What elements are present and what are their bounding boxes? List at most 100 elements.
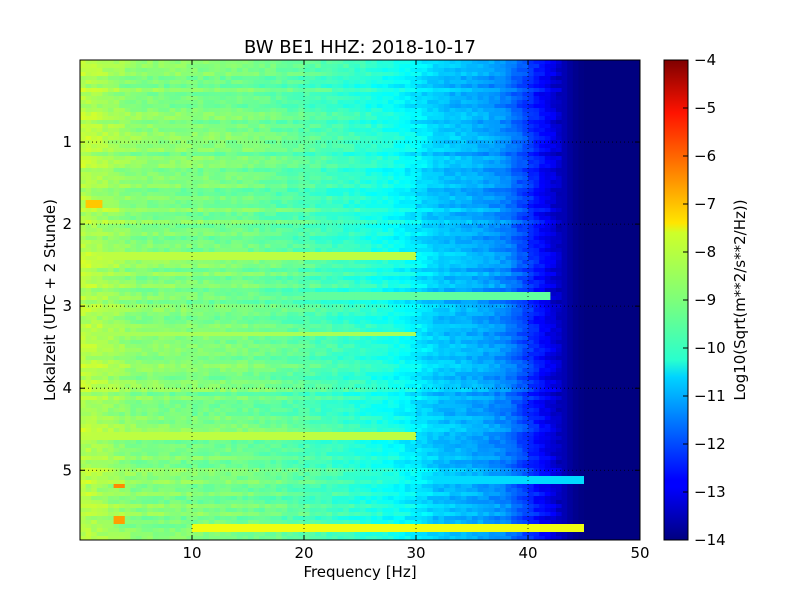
heatmap-cell bbox=[152, 200, 159, 205]
heatmap-cell bbox=[141, 216, 148, 221]
heatmap-cell bbox=[180, 152, 187, 157]
heatmap-cell bbox=[85, 180, 92, 185]
heatmap-cell bbox=[332, 156, 339, 161]
heatmap-cell bbox=[186, 68, 193, 73]
heatmap-cell bbox=[427, 144, 434, 149]
heatmap-cell bbox=[287, 152, 294, 157]
heatmap-cell bbox=[539, 92, 546, 97]
heatmap-cell bbox=[494, 180, 501, 185]
heatmap-cell bbox=[410, 116, 417, 121]
heatmap-cell bbox=[399, 208, 406, 213]
heatmap-cell bbox=[130, 164, 137, 169]
heatmap-cell bbox=[80, 104, 87, 109]
heatmap-cell bbox=[595, 92, 602, 97]
heatmap-cell bbox=[91, 92, 98, 97]
heatmap-cell bbox=[556, 108, 563, 113]
heatmap-cell bbox=[298, 244, 305, 249]
heatmap-cell bbox=[96, 212, 103, 217]
heatmap-cell bbox=[164, 188, 171, 193]
heatmap-cell bbox=[634, 72, 640, 77]
heatmap-cell bbox=[326, 200, 333, 205]
heatmap-cell bbox=[141, 168, 148, 173]
heatmap-cell bbox=[315, 148, 322, 153]
heatmap-cell bbox=[432, 220, 439, 225]
heatmap-cell bbox=[354, 64, 361, 69]
heatmap-cell bbox=[572, 160, 579, 165]
heatmap-cell bbox=[589, 176, 596, 181]
heatmap-cell bbox=[572, 220, 579, 225]
heatmap-cell bbox=[500, 144, 507, 149]
heatmap-cell bbox=[365, 176, 372, 181]
heatmap-cell bbox=[399, 112, 406, 117]
heatmap-cell bbox=[354, 256, 361, 261]
heatmap-cell bbox=[231, 64, 238, 69]
heatmap-cell bbox=[281, 160, 288, 165]
heatmap-cell bbox=[220, 256, 227, 261]
heatmap-cell bbox=[259, 196, 266, 201]
heatmap-cell bbox=[360, 176, 367, 181]
heatmap-cell bbox=[416, 76, 423, 81]
heatmap-cell bbox=[382, 104, 389, 109]
heatmap-cell bbox=[242, 208, 249, 213]
heatmap-cell bbox=[556, 80, 563, 85]
heatmap-cell bbox=[326, 152, 333, 157]
heatmap-cell bbox=[528, 240, 535, 245]
heatmap-cell bbox=[371, 64, 378, 69]
heatmap-cell bbox=[214, 80, 221, 85]
heatmap-cell bbox=[561, 212, 568, 217]
heatmap-cell bbox=[561, 108, 568, 113]
heatmap-cell bbox=[444, 76, 451, 81]
heatmap-cell bbox=[169, 108, 176, 113]
heatmap-cell bbox=[96, 228, 103, 233]
heatmap-cell bbox=[494, 172, 501, 177]
heatmap-cell bbox=[427, 168, 434, 173]
heatmap-cell bbox=[113, 256, 120, 261]
heatmap-cell bbox=[108, 132, 115, 137]
heatmap-cell bbox=[354, 240, 361, 245]
heatmap-cell bbox=[326, 164, 333, 169]
heatmap-cell bbox=[522, 192, 529, 197]
heatmap-cell bbox=[276, 200, 283, 205]
heatmap-cell bbox=[304, 72, 311, 77]
heatmap-cell bbox=[421, 172, 428, 177]
heatmap-cell bbox=[595, 168, 602, 173]
heatmap-cell bbox=[304, 236, 311, 241]
heatmap-cell bbox=[220, 196, 227, 201]
heatmap-cell bbox=[376, 224, 383, 229]
heatmap-cell bbox=[376, 108, 383, 113]
heatmap-cell bbox=[360, 160, 367, 165]
heatmap-cell bbox=[444, 176, 451, 181]
heatmap-cell bbox=[147, 216, 154, 221]
heatmap-cell bbox=[292, 224, 299, 229]
heatmap-cell bbox=[186, 96, 193, 101]
heatmap-cell bbox=[136, 60, 143, 65]
heatmap-cell bbox=[85, 192, 92, 197]
heatmap-cell bbox=[416, 120, 423, 125]
heatmap-cell bbox=[617, 72, 624, 77]
heatmap-cell bbox=[158, 96, 165, 101]
heatmap-cell bbox=[533, 104, 540, 109]
heatmap-cell bbox=[91, 116, 98, 121]
heatmap-cell bbox=[634, 208, 640, 213]
heatmap-cell bbox=[197, 100, 204, 105]
heatmap-cell bbox=[152, 244, 159, 249]
heatmap-cell bbox=[169, 192, 176, 197]
heatmap-cell bbox=[382, 124, 389, 129]
heatmap-cell bbox=[332, 184, 339, 189]
heatmap-cell bbox=[343, 244, 350, 249]
heatmap-cell bbox=[281, 176, 288, 181]
heatmap-cell bbox=[600, 104, 607, 109]
heatmap-cell bbox=[102, 188, 109, 193]
heatmap-cell bbox=[80, 156, 87, 161]
heatmap-cell bbox=[253, 232, 260, 237]
heatmap-cell bbox=[298, 92, 305, 97]
heatmap-cell bbox=[276, 144, 283, 149]
heatmap-cell bbox=[472, 124, 479, 129]
heatmap-cell bbox=[270, 208, 277, 213]
heatmap-cell bbox=[259, 240, 266, 245]
heatmap-cell bbox=[371, 180, 378, 185]
heatmap-cell bbox=[360, 236, 367, 241]
heatmap-cell bbox=[276, 252, 283, 257]
heatmap-cell bbox=[225, 208, 232, 213]
heatmap-cell bbox=[556, 72, 563, 77]
